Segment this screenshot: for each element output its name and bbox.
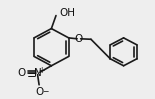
Text: −: − bbox=[42, 87, 49, 96]
Text: O: O bbox=[17, 68, 25, 78]
Text: =: = bbox=[27, 69, 37, 82]
Text: OH: OH bbox=[59, 8, 75, 18]
Text: O: O bbox=[35, 87, 43, 97]
Text: +: + bbox=[38, 66, 44, 75]
Text: N: N bbox=[34, 68, 41, 78]
Text: O: O bbox=[75, 34, 83, 44]
